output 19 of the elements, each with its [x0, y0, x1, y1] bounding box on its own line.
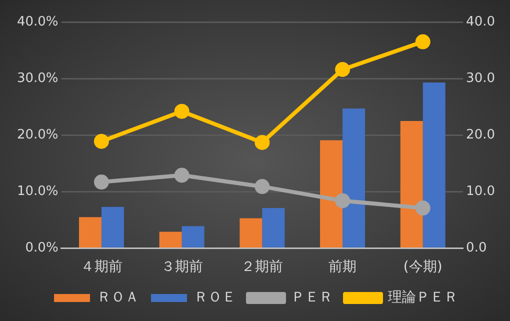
- x-tick-label: ２期前: [241, 259, 284, 276]
- y-tick-label: 40.0%: [16, 14, 58, 30]
- y-tick-label: 20.0%: [16, 127, 58, 142]
- legend-label: ＲＯＥ: [194, 290, 236, 306]
- x-tick-label: 前期: [328, 259, 357, 276]
- x-tick-label: ４期前: [80, 259, 122, 276]
- x-tick-label: (今期): [403, 259, 442, 276]
- y2-tick-label: 20.0: [466, 127, 496, 142]
- legend-label: ＰＥＲ: [291, 290, 333, 306]
- legend-label: 理論ＰＥＲ: [388, 290, 458, 306]
- legend-label: ＲＯＡ: [97, 290, 139, 306]
- x-tick-label: ３期前: [160, 259, 203, 276]
- y2-tick-label: 10.0: [466, 184, 496, 200]
- y-tick-label: 0.0%: [25, 240, 58, 256]
- y2-tick-label: 40.0: [466, 14, 496, 30]
- y-tick-label: 30.0%: [16, 70, 58, 86]
- y-tick-label: 10.0%: [16, 184, 58, 200]
- y2-tick-label: 0.0: [466, 240, 487, 256]
- y2-tick-label: 30.0: [466, 70, 496, 86]
